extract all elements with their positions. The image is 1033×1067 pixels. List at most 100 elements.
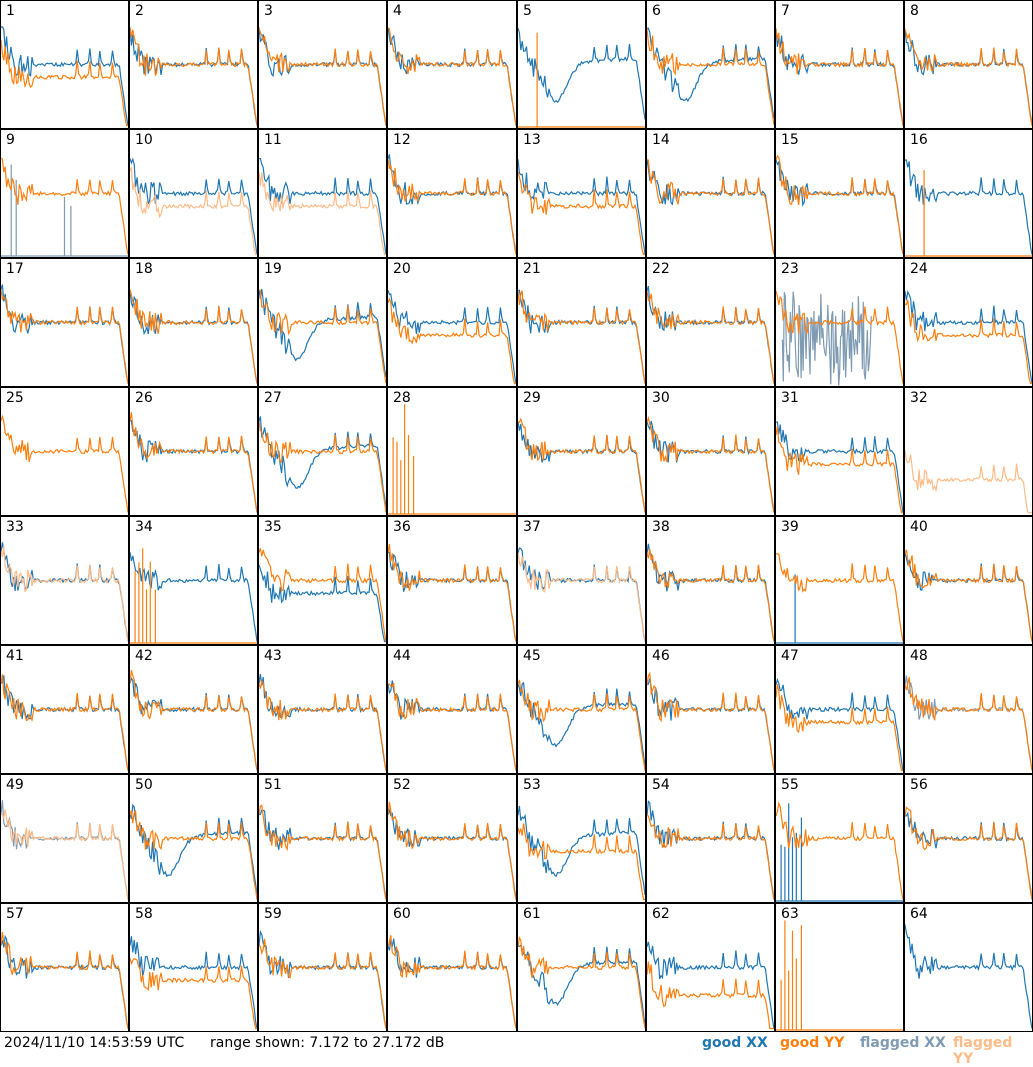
panel-plot (130, 157, 257, 256)
series-line-xx (518, 289, 645, 384)
series-line-yy (130, 669, 257, 771)
panel-number: 42 (135, 648, 153, 664)
series-line-xx (905, 553, 1032, 642)
series-line-xx (647, 543, 774, 642)
panel-plot (388, 27, 516, 126)
spectra-grid: 1 2 3 4 5 6 7 8 9 10 11 12 13 14 15 16 17 18 19 20 21 22 23 24 2… (0, 0, 1033, 1032)
series-line-yy (776, 920, 903, 1031)
series-line-yy (1, 289, 128, 384)
series-line-xx (130, 676, 257, 771)
series-line-yy (259, 421, 386, 513)
panel-plot (518, 547, 645, 642)
panel-number: 47 (781, 648, 799, 664)
panel-plot (647, 27, 774, 125)
antenna-panel: 33 (0, 516, 129, 645)
series-line-yy (905, 28, 1032, 126)
antenna-panel: 12 (387, 129, 517, 258)
panel-number: 28 (393, 390, 411, 406)
panel-plot (259, 548, 386, 643)
antenna-panel: 27 (258, 387, 387, 516)
panel-plot (259, 804, 386, 900)
panel-plot (776, 154, 903, 255)
antenna-panel: 46 (646, 645, 775, 774)
footer: 2024/11/10 14:53:59 UTC range shown: 7.1… (0, 1032, 1033, 1067)
antenna-panel: 11 (258, 129, 387, 258)
series-line-xx (130, 420, 257, 513)
series-line-yy (647, 548, 774, 642)
panel-number: 29 (523, 390, 541, 406)
panel-number: 60 (393, 906, 411, 922)
panel-plot (518, 935, 645, 1029)
panel-plot (905, 549, 1032, 642)
panel-number: 7 (781, 3, 790, 19)
series-line-xx (647, 678, 774, 771)
series-line-yy (1, 39, 128, 127)
antenna-panel: 19 (258, 258, 387, 387)
panel-plot (776, 552, 903, 644)
antenna-panel: 25 (0, 387, 129, 516)
series-line-xx (776, 421, 903, 513)
panel-plot (259, 27, 386, 126)
series-line-xx (259, 27, 386, 126)
series-line-yy (776, 28, 903, 126)
series-line-yy (518, 935, 645, 1029)
antenna-panel: 54 (646, 774, 775, 903)
series-line-xx (518, 421, 645, 513)
legend-flagged-xx: flagged XX (860, 1035, 946, 1051)
series-line-yy (259, 679, 386, 771)
panel-plot (905, 675, 1032, 771)
panel-plot (1, 284, 128, 384)
antenna-panel: 22 (646, 258, 775, 387)
series-line-xx (259, 416, 386, 507)
antenna-panel: 57 (0, 903, 129, 1032)
range-readout: range shown: 7.172 to 27.172 dB (210, 1035, 445, 1051)
series-line-yy (518, 552, 645, 642)
antenna-panel: 9 (0, 129, 129, 258)
antenna-panel: 34 (129, 516, 258, 645)
panel-number: 3 (264, 3, 273, 19)
antenna-panel: 61 (517, 903, 646, 1032)
antenna-panel: 20 (387, 258, 517, 387)
series-line-yy (388, 543, 516, 642)
panel-plot (130, 412, 257, 513)
panel-plot (388, 680, 516, 771)
series-line-yy (388, 935, 516, 1029)
antenna-panel: 37 (517, 516, 646, 645)
antenna-panel: 44 (387, 645, 517, 774)
series-line-yy (130, 167, 257, 256)
panel-number: 5 (523, 3, 532, 19)
series-line-yy (518, 823, 645, 901)
panel-number: 58 (135, 906, 153, 922)
panel-number: 10 (135, 132, 153, 148)
legend-good-yy: good YY (780, 1035, 845, 1051)
panel-number: 52 (393, 777, 411, 793)
legend-flagged-yy: flagged YY (953, 1035, 1013, 1067)
panel-plot (905, 924, 1032, 1029)
panel-plot (776, 920, 903, 1031)
panel-number: 16 (910, 132, 928, 148)
panel-plot (130, 27, 257, 126)
series-line-yy (518, 32, 645, 128)
antenna-panel: 28 (387, 387, 517, 516)
panel-number: 22 (652, 261, 670, 277)
panel-plot (388, 154, 516, 255)
series-line-xx (130, 803, 257, 894)
antenna-panel: 10 (129, 129, 258, 258)
panel-plot (647, 800, 774, 900)
panel-plot (388, 290, 516, 385)
panel-plot (1, 674, 128, 771)
panel-number: 40 (910, 519, 928, 535)
panel-plot (1, 932, 128, 1029)
antenna-panel: 24 (904, 258, 1033, 387)
panel-plot (647, 941, 774, 1030)
antenna-panel: 3 (258, 0, 387, 129)
antenna-panel: 26 (129, 387, 258, 516)
series-line-xx (259, 674, 386, 771)
series-line-xx (259, 809, 386, 900)
series-line-yy (776, 552, 903, 642)
panel-number: 24 (910, 261, 928, 277)
panel-plot (259, 929, 386, 1029)
panel-plot (647, 285, 774, 384)
panel-number: 57 (6, 906, 24, 922)
panel-number: 15 (781, 132, 799, 148)
